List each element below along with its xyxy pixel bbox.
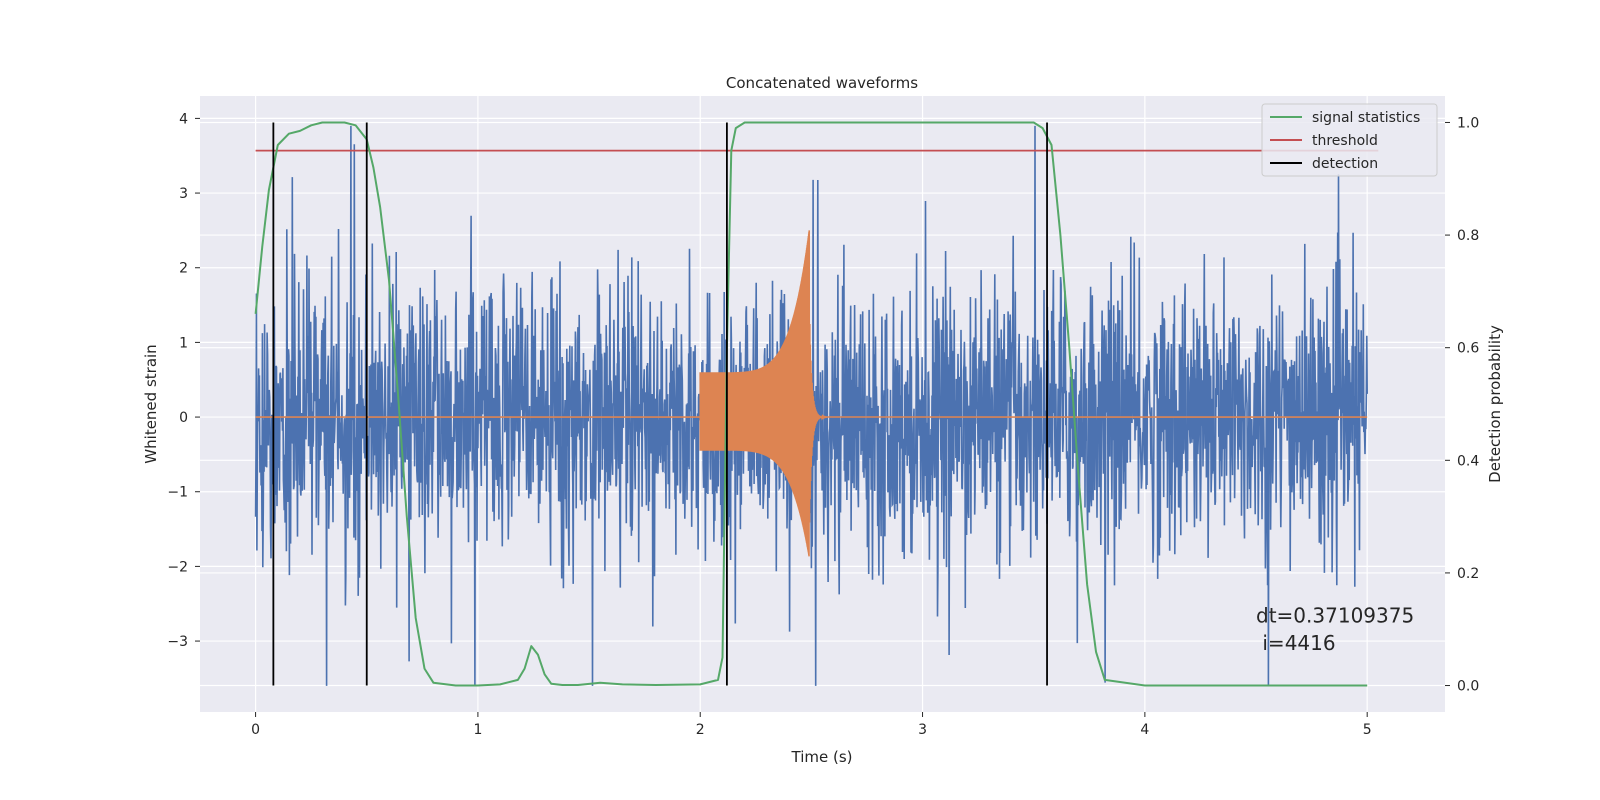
legend-label-threshold: threshold (1312, 133, 1378, 149)
y2-tick-label: 1.0 (1457, 115, 1479, 131)
detection-lines (272, 122, 1048, 686)
noise-line (254, 125, 1368, 686)
x-axis-label: Time (s) (791, 748, 853, 766)
y2-tick-label: 0.0 (1457, 679, 1479, 695)
y2-tick-label: 0.6 (1457, 341, 1479, 357)
x-tick-label: 3 (918, 722, 927, 738)
annotation-index: i=4416 (1256, 631, 1336, 655)
y2-tick-label: 0.2 (1457, 566, 1479, 582)
y-tick-label: 2 (179, 261, 188, 277)
y2-axis-label: Detection probability (1486, 325, 1504, 483)
annotation-dt: dt=0.37109375 (1256, 603, 1414, 627)
series-signal (255, 230, 1368, 557)
legend-box (1261, 103, 1438, 177)
x-tick-label: 4 (1140, 722, 1149, 738)
statistic-line (254, 121, 1368, 687)
y-axis-ticks: −3 −2 −1 0 1 2 3 4 (167, 111, 200, 650)
y-tick-label: 0 (179, 410, 188, 426)
y2-axis-ticks: 0.0 0.2 0.4 0.6 0.8 1.0 (1445, 115, 1479, 695)
x-tick-label: 0 (251, 722, 260, 738)
series-noise (254, 125, 1368, 686)
signal-line (255, 230, 1368, 557)
series-signal-statistics (254, 121, 1368, 687)
y-tick-label: −3 (167, 634, 188, 650)
x-tick-label: 1 (473, 722, 482, 738)
x-axis-ticks: 0 1 2 3 4 5 (251, 712, 1372, 738)
y-axis-label: Whitened strain (142, 344, 160, 463)
y2-tick-label: 0.8 (1457, 228, 1479, 244)
x-tick-label: 2 (696, 722, 705, 738)
y-tick-label: 1 (179, 335, 188, 351)
legend-label-detection: detection (1312, 156, 1378, 172)
x-tick-label: 5 (1363, 722, 1372, 738)
y-tick-label: 4 (179, 111, 188, 127)
y-tick-label: −1 (167, 485, 188, 501)
legend: signal statistics threshold detection (1261, 103, 1438, 177)
y-tick-label: −2 (167, 559, 188, 575)
chart-title: Concatenated waveforms (726, 74, 918, 92)
legend-label-statistic: signal statistics (1312, 110, 1420, 126)
y2-tick-label: 0.4 (1457, 453, 1479, 469)
y-tick-label: 3 (179, 186, 188, 202)
